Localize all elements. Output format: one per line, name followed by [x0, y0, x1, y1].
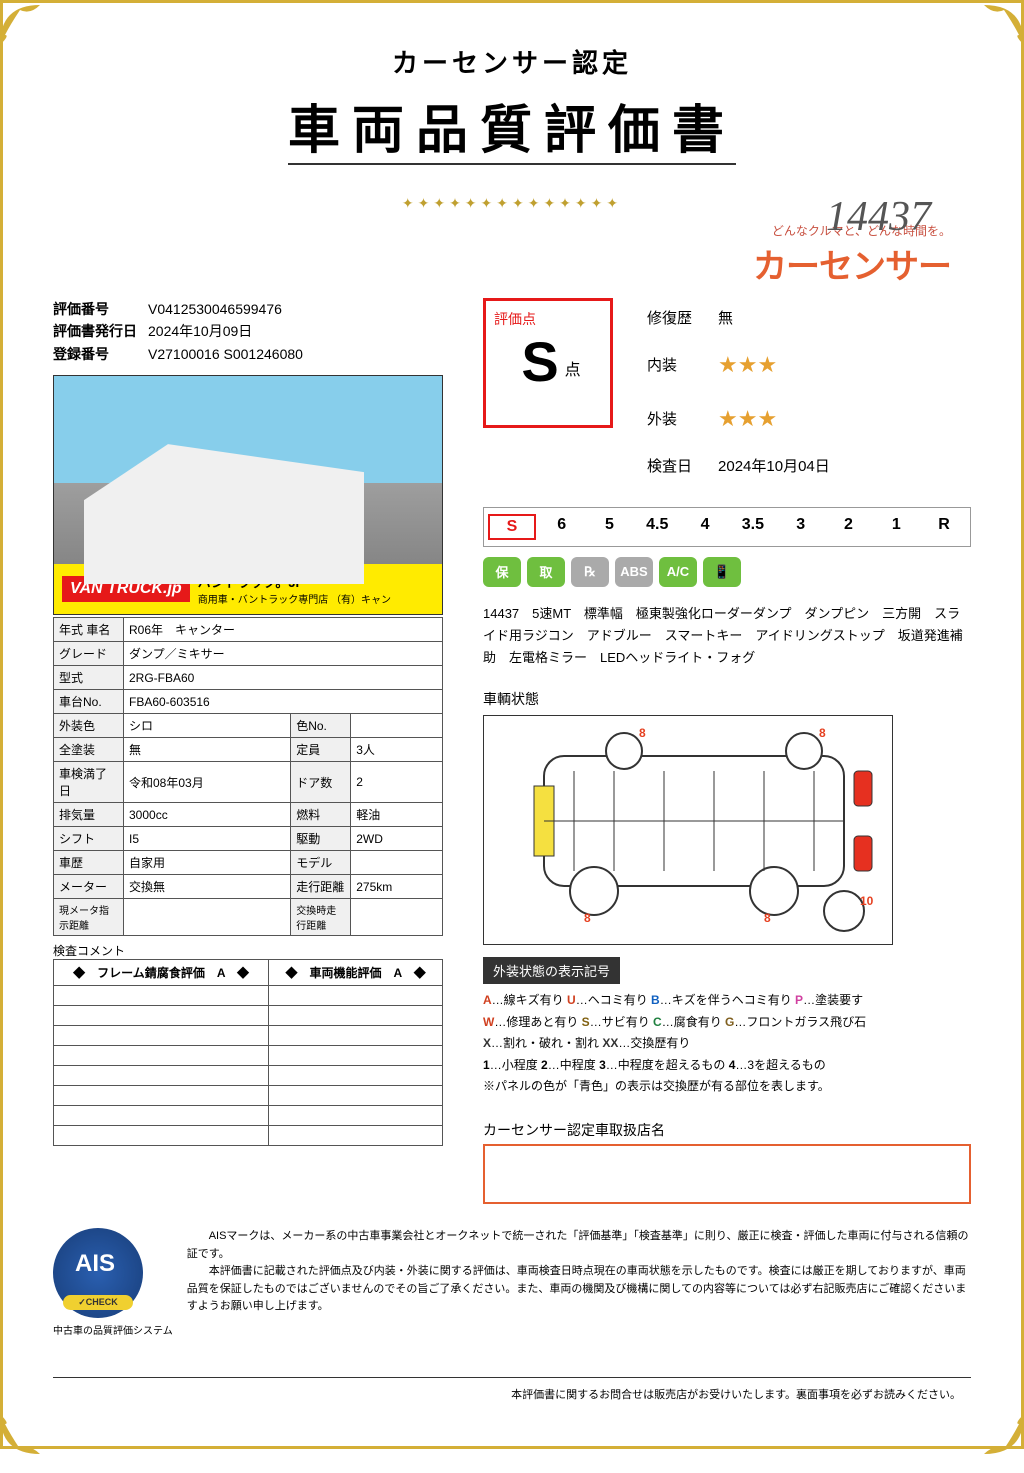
- left-column: 評価番号V0412530046599476 評価書発行日2024年10月09日 …: [53, 298, 453, 1204]
- footer-note: 本評価書に関するお問合せは販売店がお受けいたします。裏面事項を必ずお読みください…: [53, 1377, 971, 1402]
- score-suffix: 点: [565, 362, 581, 379]
- vehicle-photo: VAN TRUCK.jp バントラック。JP 商用車・バントラック専門店 （有）キ…: [53, 375, 443, 615]
- photo-banner: VAN TRUCK.jp バントラック。JP 商用車・バントラック専門店 （有）キ…: [54, 564, 442, 614]
- diagram-title: 車輌状態: [483, 689, 971, 709]
- brand-logo: カーセンサー: [53, 239, 951, 288]
- handwritten-number: 14437: [826, 193, 931, 241]
- corner-bl: [0, 1404, 45, 1454]
- main-title: 車両品質評価書: [288, 88, 736, 165]
- right-column: 評価点 S点 修復歴無 内装★★★ 外装★★★ 検査日2024年10月04日 S…: [483, 298, 971, 1204]
- corner-br: [979, 1404, 1024, 1454]
- features-text: 14437 5速MT 標準幅 極東製強化ローダーダンプ ダンプピン 三方開 スラ…: [483, 603, 971, 669]
- banner-logo: VAN TRUCK.jp: [62, 576, 190, 602]
- reg-no: V27100016 S001246080: [148, 343, 303, 365]
- ais-caption: 中古車の品質評価システム: [53, 1322, 173, 1337]
- score-grade: S: [521, 330, 558, 393]
- dealer-box: [483, 1144, 971, 1204]
- issue-date: 2024年10月09日: [148, 320, 252, 342]
- feature-badges: 保 取 ℞ ABS A/C 📱: [483, 557, 971, 587]
- corner-tl: [0, 0, 45, 45]
- dealer-title: カーセンサー認定車取扱店名: [483, 1120, 971, 1140]
- certificate-page: カーセンサー認定 車両品質評価書 14437 ✦✦✦✦✦✦✦✦✦✦✦✦✦✦ どん…: [0, 0, 1024, 1449]
- legend-title: 外装状態の表示記号: [483, 957, 620, 984]
- subtitle: カーセンサー認定: [53, 43, 971, 80]
- ais-section: AIS ✓CHECK 中古車の品質評価システム AISマークは、メーカー系の中古…: [53, 1228, 971, 1337]
- banner-sub: 商用車・バントラック専門店 （有）キャン: [198, 595, 391, 606]
- exterior-stars: ★★★: [706, 393, 842, 445]
- eval-no-label: 評価番号: [53, 298, 148, 320]
- banner-brand: バントラック。JP: [198, 575, 305, 590]
- interior-stars: ★★★: [706, 339, 842, 391]
- brand-tagline: どんなクルマと、どんな時間を。: [53, 222, 951, 239]
- comment-table: ◆ フレーム錆腐食評価 A ◆◆ 車両機能評価 A ◆: [53, 959, 443, 1146]
- issue-date-label: 評価書発行日: [53, 320, 148, 342]
- ais-badge-icon: AIS ✓CHECK: [53, 1228, 143, 1318]
- score-label: 評価点: [494, 309, 602, 329]
- ais-text: AISマークは、メーカー系の中古車事業会社とオークネットで統一された「評価基準」…: [187, 1228, 971, 1316]
- reg-no-label: 登録番号: [53, 343, 148, 365]
- body-diagram: 8 8 8 8 10: [483, 715, 893, 945]
- comment-title: 検査コメント: [53, 942, 453, 959]
- rating-scale: S654.543.5321R: [483, 507, 971, 547]
- score-box: 評価点 S点: [483, 298, 613, 428]
- legend: 外装状態の表示記号 A…線キズ有り U…ヘコミ有り B…キズを伴うヘコミ有り P…: [483, 957, 971, 1104]
- eval-no: V0412530046599476: [148, 298, 282, 320]
- score-details: 修復歴無 内装★★★ 外装★★★ 検査日2024年10月04日: [633, 298, 844, 487]
- specs-table: 年式 車名R06年 キャンター グレードダンプ／ミキサー 型式2RG-FBA60…: [53, 617, 443, 936]
- corner-tr: [979, 0, 1024, 45]
